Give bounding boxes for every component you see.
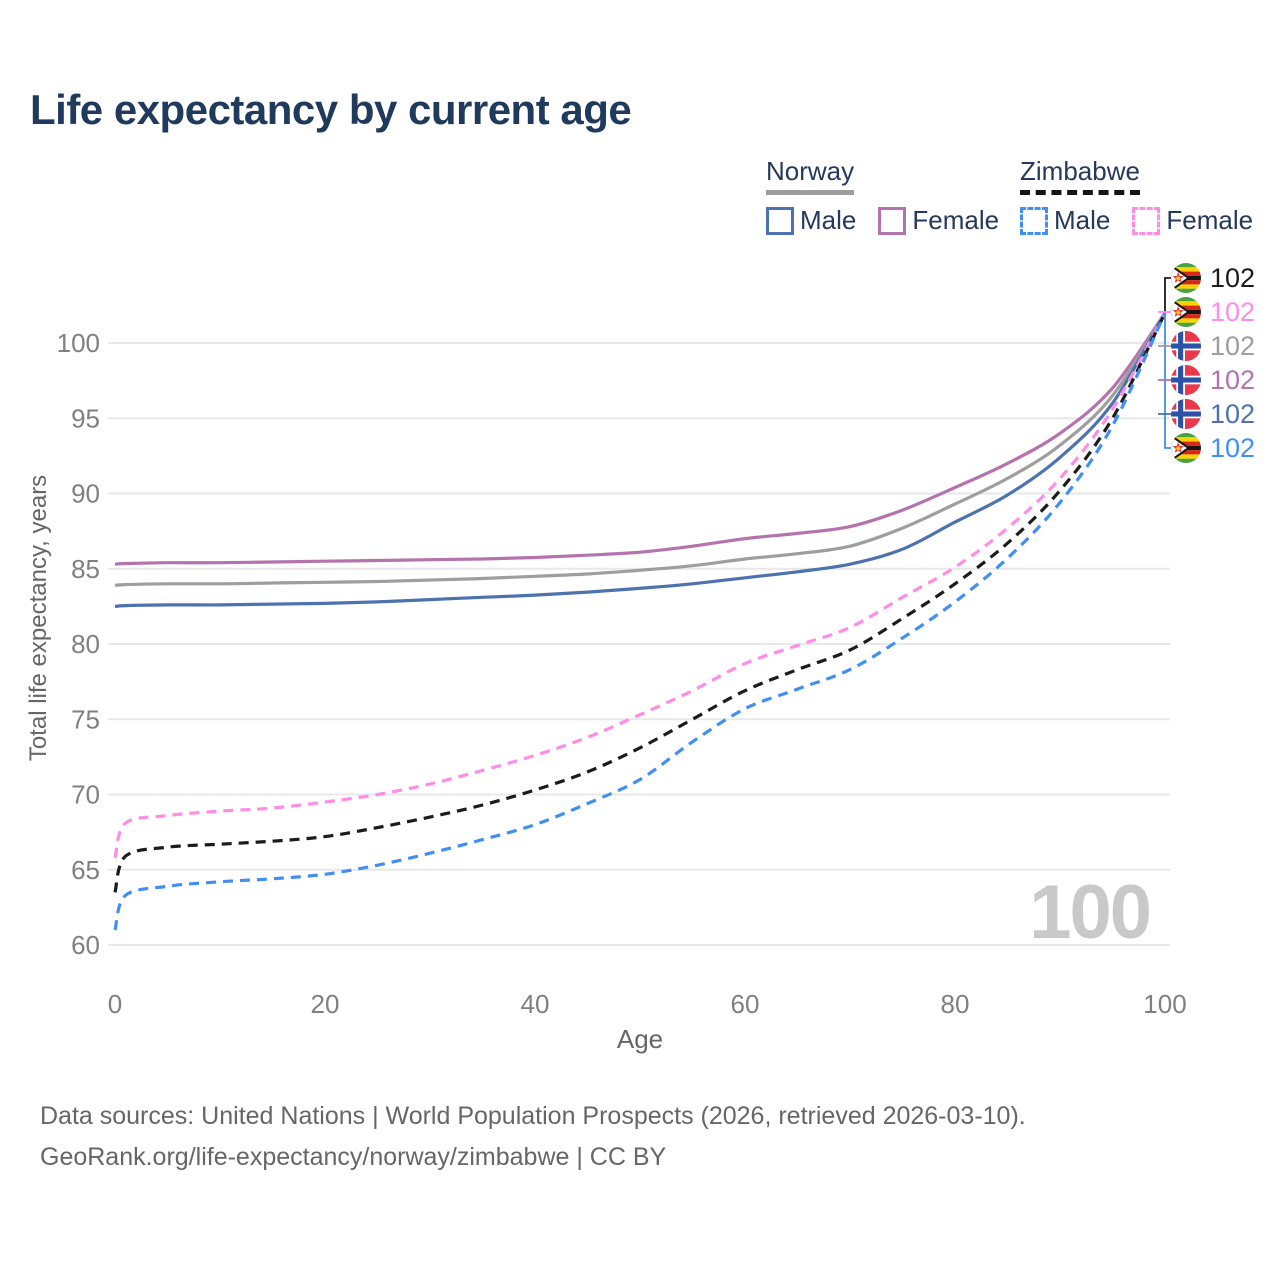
- zimbabwe-flag-icon: [1171, 433, 1201, 463]
- legend: Norway Male Female Zimbabwe Male Female: [0, 0, 1280, 250]
- legend-swatch-norway-female: [878, 206, 907, 235]
- legend-item-label: Male: [1054, 205, 1111, 235]
- footer: Data sources: United Nations | World Pop…: [40, 1096, 1026, 1178]
- end-label-zimbabwe-female: 102: [1210, 297, 1255, 327]
- end-label-zimbabwe-both-sexes: 102: [1210, 263, 1255, 293]
- x-tick-20: 20: [311, 989, 340, 1019]
- end-label-norway-both-sexes: 102: [1210, 331, 1255, 361]
- x-axis-title: Age: [617, 1024, 663, 1054]
- y-tick-95: 95: [71, 403, 100, 433]
- y-tick-100: 100: [57, 328, 100, 358]
- series-zimbabwe-male-line: [113, 312, 1167, 931]
- legend-group-norway: Norway Male Female: [766, 156, 1021, 236]
- footer-data-sources: Data sources: United Nations | World Pop…: [40, 1102, 1026, 1130]
- norway-flag-icon: [1171, 365, 1201, 395]
- series-norway-male-line: [114, 312, 1167, 608]
- y-tick-75: 75: [71, 704, 100, 734]
- norway-flag-icon: [1171, 331, 1201, 361]
- norway-flag-icon: [1171, 399, 1201, 429]
- series-norway-female-line: [114, 311, 1167, 566]
- x-tick-100: 100: [1143, 989, 1186, 1019]
- y-axis-title: Total life expectancy, years: [25, 475, 52, 761]
- footer-attribution: GeoRank.org/life-expectancy/norway/zimba…: [40, 1143, 667, 1171]
- x-tick-80: 80: [941, 989, 970, 1019]
- end-label-norway-female: 102: [1210, 365, 1255, 395]
- page-title: Life expectancy by current age: [30, 86, 632, 133]
- zimbabwe-flag-icon: [1171, 263, 1201, 293]
- zimbabwe-flag-icon: [1171, 297, 1201, 327]
- y-tick-85: 85: [71, 554, 100, 584]
- legend-item-zimbabwe-male[interactable]: Male: [1020, 205, 1110, 236]
- legend-swatch-norway-male: [766, 206, 794, 235]
- end-label-zimbabwe-male: 102: [1210, 433, 1255, 463]
- series-zimbabwe-female-line: [113, 312, 1167, 859]
- series-zimbabwe-both-sexes-line: [113, 312, 1167, 893]
- y-tick-60: 60: [71, 930, 100, 960]
- legend-swatch-zimbabwe-male: [1020, 206, 1048, 235]
- leader-line-zimbabwe-male: [1164, 312, 1171, 449]
- legend-country-norway: Norway: [766, 156, 855, 195]
- age-indicator-watermark: 100: [1029, 870, 1150, 955]
- legend-item-norway-male[interactable]: Male: [766, 205, 856, 236]
- y-tick-65: 65: [71, 855, 100, 885]
- y-tick-90: 90: [71, 479, 100, 509]
- legend-item-label: Male: [800, 205, 857, 235]
- end-label-norway-male: 102: [1210, 399, 1255, 429]
- legend-item-label: Female: [912, 205, 1000, 235]
- y-tick-80: 80: [71, 629, 100, 659]
- y-tick-70: 70: [71, 780, 100, 810]
- legend-item-label: Female: [1166, 205, 1254, 235]
- legend-swatch-zimbabwe-female: [1132, 206, 1161, 235]
- x-tick-0: 0: [108, 989, 122, 1019]
- legend-group-zimbabwe: Zimbabwe Male Female: [1020, 156, 1275, 236]
- legend-item-norway-female[interactable]: Female: [878, 205, 999, 236]
- x-tick-40: 40: [521, 989, 550, 1019]
- x-tick-60: 60: [731, 989, 760, 1019]
- leader-line-zimbabwe-both: [1164, 277, 1171, 313]
- legend-country-zimbabwe: Zimbabwe: [1020, 156, 1140, 195]
- series-norway-both-sexes-line: [114, 312, 1167, 587]
- legend-item-zimbabwe-female[interactable]: Female: [1132, 205, 1253, 236]
